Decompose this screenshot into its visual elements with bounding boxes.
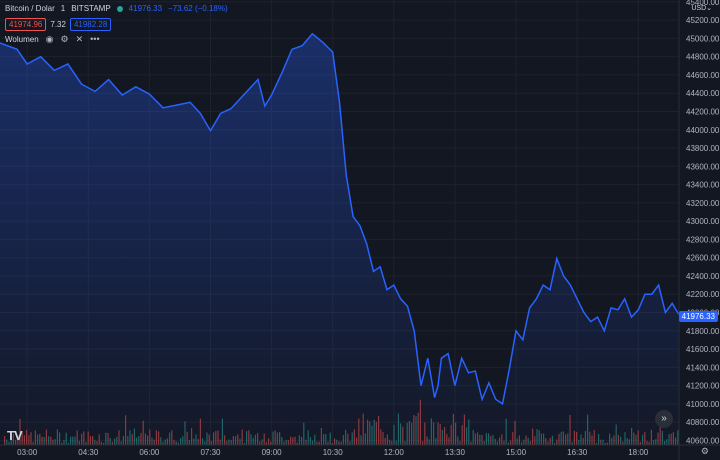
symbol-name[interactable]: Bitcoin / Dolar bbox=[5, 4, 55, 13]
y-tick-label: 41400.00 bbox=[686, 363, 720, 372]
price-line bbox=[0, 32, 680, 406]
x-tick-label: 15:00 bbox=[506, 448, 527, 457]
y-tick-label: 44600.00 bbox=[686, 71, 720, 80]
y-tick-label: 44000.00 bbox=[686, 126, 720, 135]
more-icon[interactable]: ••• bbox=[90, 34, 100, 44]
close-icon[interactable]: ✕ bbox=[75, 34, 84, 44]
y-tick-label: 44200.00 bbox=[686, 107, 720, 116]
symbol-legend: Bitcoin / Dolar 1 BITSTAMP 41976.33 −73.… bbox=[5, 4, 228, 13]
x-tick-label: 12:00 bbox=[384, 448, 405, 457]
y-tick-label: 40600.00 bbox=[686, 436, 720, 445]
y-tick-label: 43200.00 bbox=[686, 199, 720, 208]
price-change: −73.62 (−0.18%) bbox=[168, 4, 228, 13]
settings-icon[interactable]: ⚙ bbox=[60, 34, 69, 44]
buy-button[interactable]: 41982.28 bbox=[69, 18, 112, 31]
y-tick-label: 44800.00 bbox=[686, 53, 720, 62]
price-area bbox=[0, 33, 679, 446]
y-tick-label: 42400.00 bbox=[686, 272, 720, 281]
market-open-icon bbox=[116, 5, 123, 12]
last-price: 41976.33 bbox=[128, 4, 163, 13]
spread-value: 7.32 bbox=[50, 20, 66, 29]
x-tick-label: 07:30 bbox=[200, 448, 221, 457]
y-tick-label: 41200.00 bbox=[686, 382, 720, 391]
volume-indicator-legend: Wolumen ◉ ⚙ ✕ ••• bbox=[5, 34, 100, 45]
x-tick-label: 18:00 bbox=[628, 448, 649, 457]
y-tick-label: 42800.00 bbox=[686, 235, 720, 244]
x-tick-label: 03:00 bbox=[17, 448, 38, 457]
y-tick-label: 42600.00 bbox=[686, 254, 720, 263]
y-tick-label: 40800.00 bbox=[686, 418, 720, 427]
current-price-tag: 41976.33 bbox=[678, 311, 718, 322]
x-tick-label: 10:30 bbox=[323, 448, 344, 457]
y-tick-label: 45000.00 bbox=[686, 34, 720, 43]
y-tick-label: 42200.00 bbox=[686, 290, 720, 299]
x-tick-label: 06:00 bbox=[139, 448, 160, 457]
quote-boxes: 41974.96 7.32 41982.28 bbox=[5, 18, 112, 31]
gear-icon[interactable]: ⚙ bbox=[700, 446, 709, 456]
interval-label[interactable]: 1 bbox=[60, 4, 66, 13]
y-tick-label: 43000.00 bbox=[686, 217, 720, 226]
currency-label: USD bbox=[691, 5, 707, 12]
y-tick-label: 43400.00 bbox=[686, 181, 720, 190]
y-tick-label: 45200.00 bbox=[686, 16, 720, 25]
scroll-to-realtime-button[interactable]: » bbox=[655, 410, 673, 428]
y-tick-label: 41800.00 bbox=[686, 327, 720, 336]
y-tick-label: 41600.00 bbox=[686, 345, 720, 354]
y-tick-label: 45400.00 bbox=[686, 0, 720, 7]
currency-selector[interactable]: USD⌄ bbox=[691, 5, 712, 12]
x-tick-label: 16:30 bbox=[567, 448, 588, 457]
exchange-label: BITSTAMP bbox=[71, 4, 111, 13]
x-tick-label: 09:00 bbox=[262, 448, 283, 457]
sell-button[interactable]: 41974.96 bbox=[5, 18, 47, 31]
x-tick-label: 13:30 bbox=[445, 448, 466, 457]
x-tick-label: 04:30 bbox=[78, 448, 99, 457]
y-tick-label: 44400.00 bbox=[686, 89, 720, 98]
y-tick-label: 43600.00 bbox=[686, 162, 720, 171]
eye-icon[interactable]: ◉ bbox=[45, 34, 54, 44]
y-tick-label: 41000.00 bbox=[686, 400, 720, 409]
indicator-label[interactable]: Wolumen bbox=[5, 35, 39, 44]
y-tick-label: 43800.00 bbox=[686, 144, 720, 153]
logo[interactable]: TV bbox=[7, 428, 23, 443]
